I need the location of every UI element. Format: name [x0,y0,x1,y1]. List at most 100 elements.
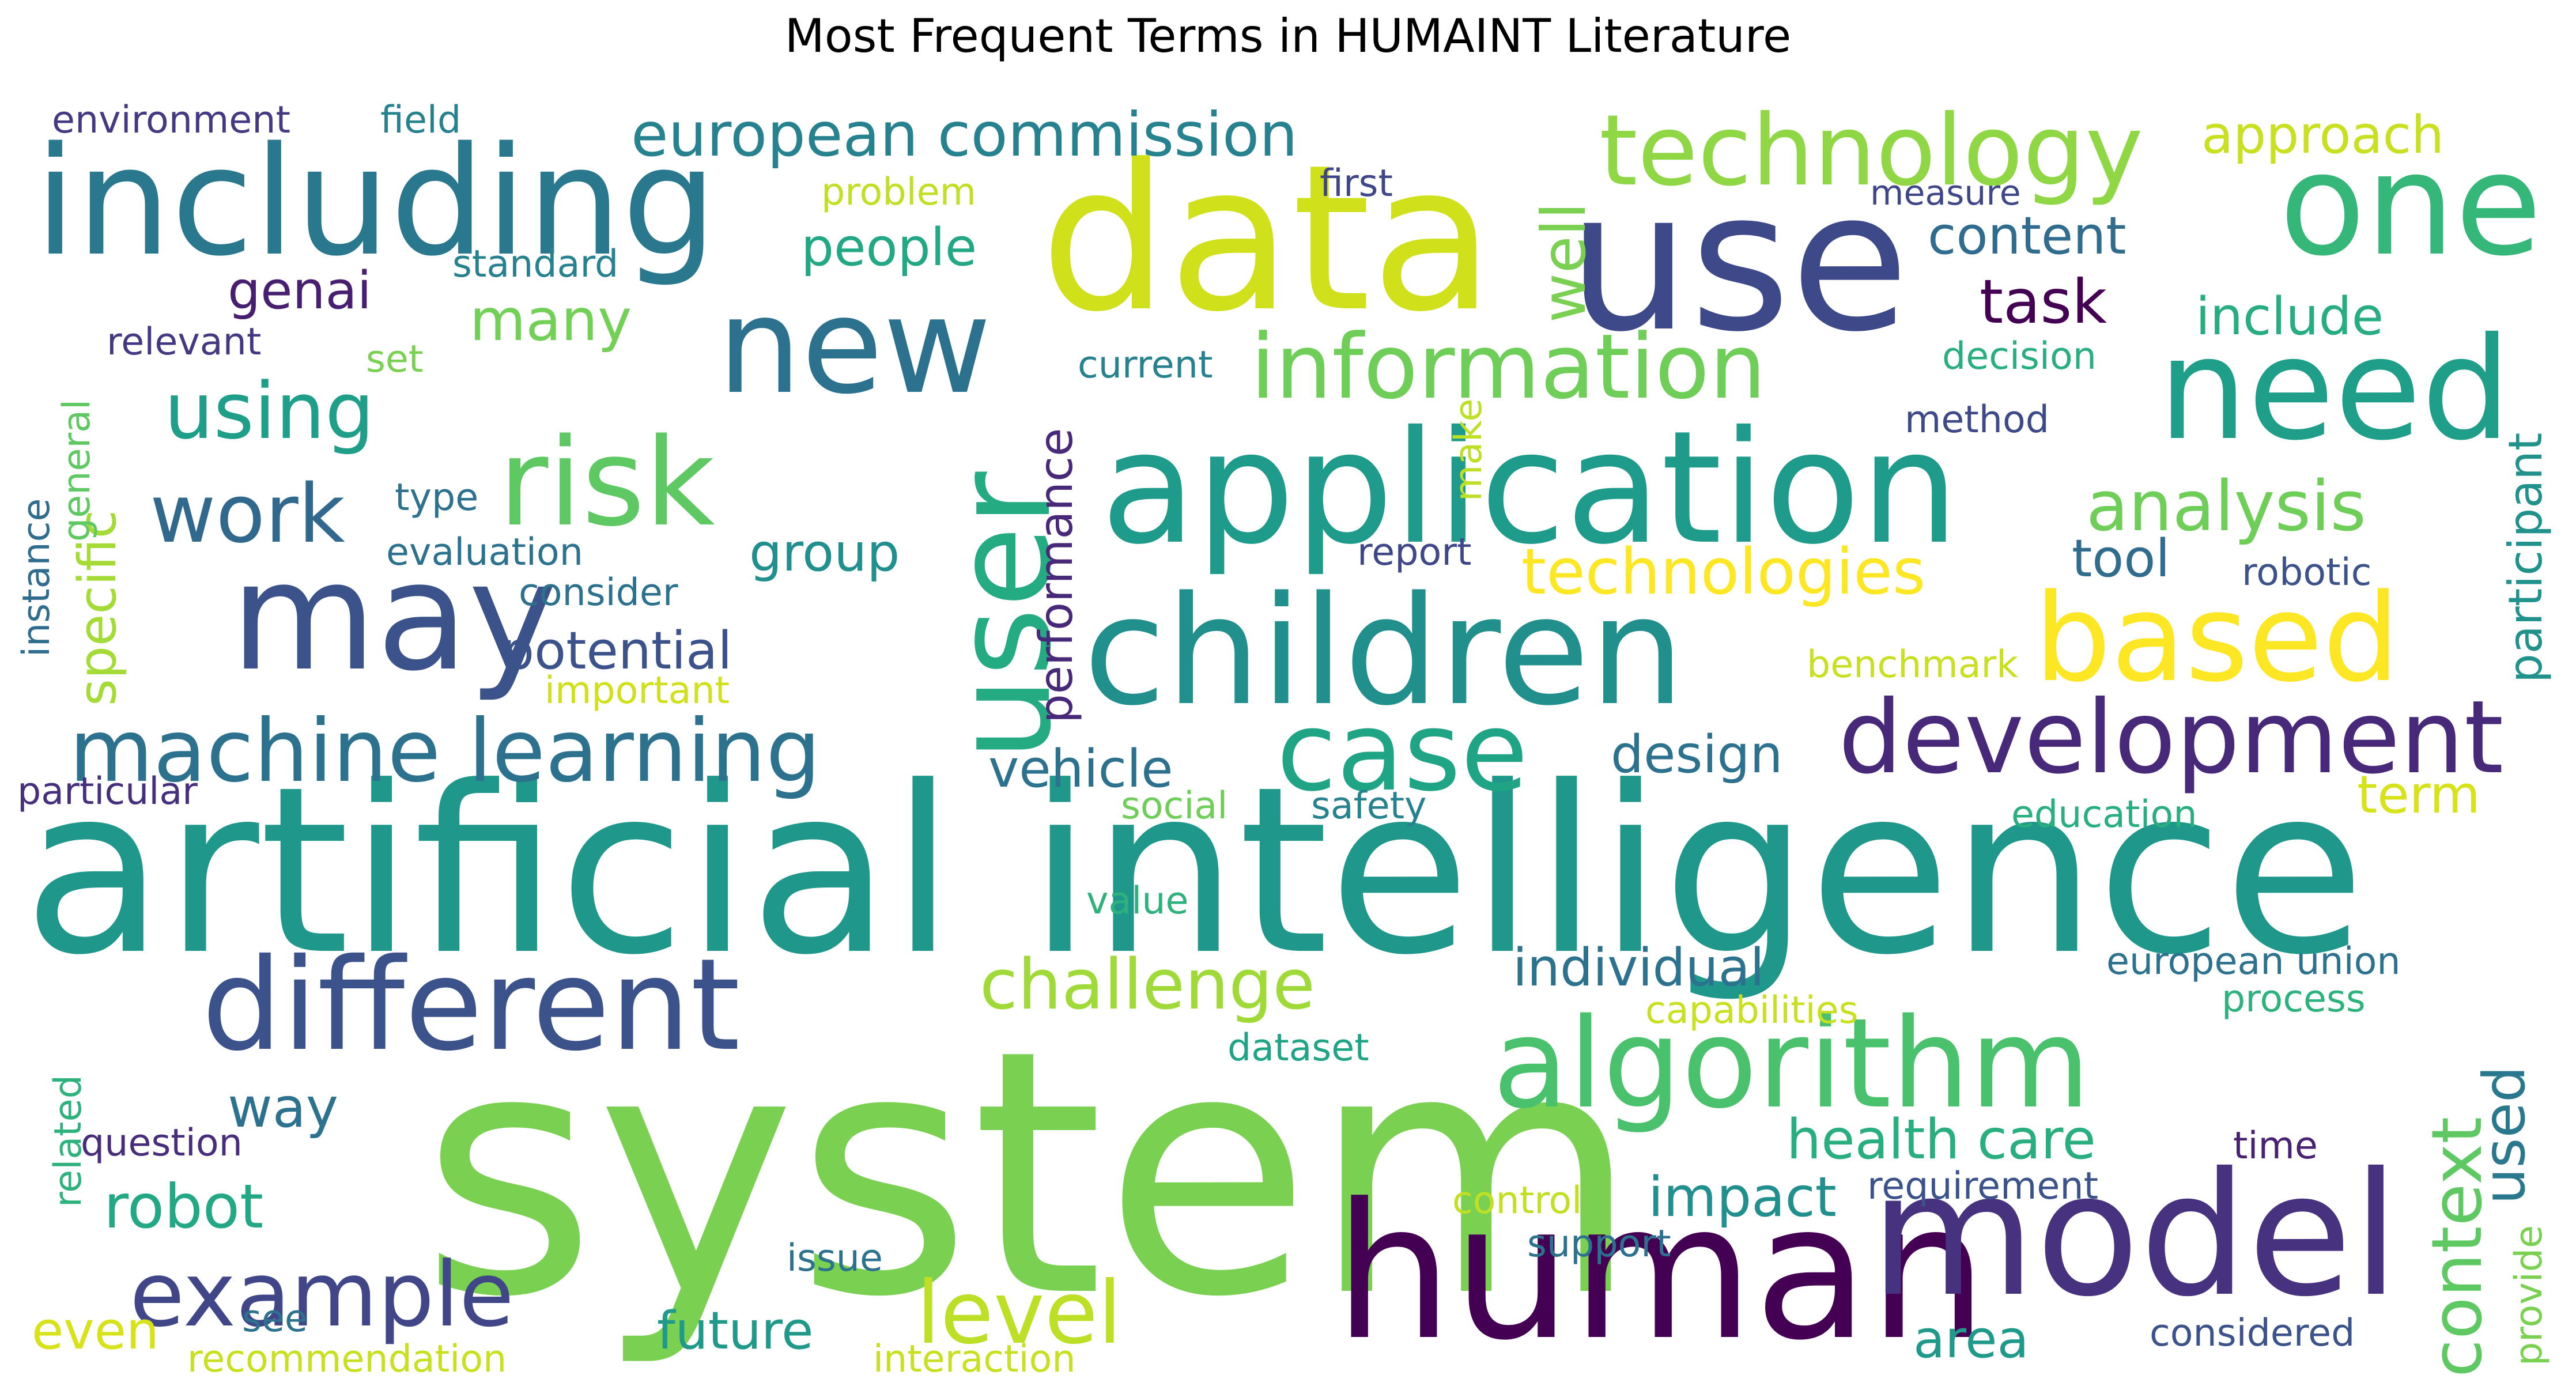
word-system: system [421,978,1640,1370]
word-approach: approach [2201,105,2444,165]
word-recommendation: recommendation [187,1338,507,1381]
word-requirement: requirement [1867,1165,2098,1208]
word-robot: robot [104,1172,263,1242]
word-including: including [35,115,717,289]
word-impact: impact [1648,1166,1837,1229]
word-first: first [1320,162,1393,205]
word-technology: technology [1599,94,2143,208]
word-case: case [1276,688,1528,815]
word-european-commission: european commission [631,100,1298,170]
word-current: current [1078,343,1213,387]
word-social: social [1121,784,1227,828]
word-environment: environment [52,99,290,142]
word-important: important [545,669,730,712]
word-field: field [380,99,461,142]
word-challenge: challenge [980,945,1315,1025]
word-measure: measure [1870,173,2021,213]
word-type: type [395,476,478,519]
word-use: use [1567,150,1909,375]
word-potential: potential [501,621,732,681]
chart-title: Most Frequent Terms in HUMAINT Literatur… [785,9,1791,63]
word-relevant: relevant [107,320,261,364]
word-model: model [1870,1136,2400,1334]
word-issue: issue [787,1237,883,1280]
word-work: work [150,467,345,561]
word-tool: tool [2072,528,2170,589]
word-include: include [2196,286,2384,347]
word-evaluation: evaluation [386,531,583,574]
word-content: content [1928,206,2126,266]
word-information: information [1251,315,1766,419]
word-human: human [1334,1163,1988,1381]
word-even: even [32,1301,159,1361]
word-set: set [366,338,423,381]
word-design: design [1611,724,1783,785]
word-genai: genai [228,260,372,321]
word-control: control [1452,1179,1582,1222]
word-way: way [228,1077,338,1140]
word-area: area [1913,1309,2029,1370]
word-children: children [1083,565,1684,739]
word-well: well [1529,202,1599,323]
word-report: report [1357,531,1472,574]
word-robotic: robotic [2242,551,2371,594]
word-make: make [1447,399,1490,501]
word-performance: performance [1029,428,1083,723]
word-example: example [130,1242,514,1347]
word-health-care: health care [1786,1108,2096,1172]
word-support: support [1527,1222,1671,1266]
word-individual: individual [1513,938,1765,998]
word-development: development [1838,679,2503,796]
word-general: general [55,399,99,542]
word-time: time [2233,1124,2318,1168]
word-application: application [1101,397,1959,579]
word-used: used [2471,1066,2538,1204]
word-benchmark: benchmark [1807,643,2018,686]
word-process: process [2222,977,2366,1021]
word-provide: provide [2507,1225,2551,1366]
word-new: new [717,270,991,424]
word-dataset: dataset [1227,1026,1369,1070]
word-based: based [2034,568,2400,709]
word-education: education [2011,793,2197,836]
word-future: future [657,1301,813,1361]
word-european-union: european union [2106,940,2401,983]
word-term: term [2357,765,2480,825]
word-need: need [2158,307,2511,471]
word-capabilities: capabilities [1645,989,1859,1032]
word-vehicle: vehicle [988,739,1173,799]
word-see: see [242,1297,308,1340]
word-instance: instance [15,498,58,657]
word-people: people [801,217,977,278]
word-analysis: analysis [2086,467,2366,547]
word-safety: safety [1311,784,1427,828]
word-related: related [47,1075,90,1207]
word-data: data [1040,121,1494,356]
word-artificial-intelligence: artificial intelligence [23,738,2365,1006]
word-task: task [1980,267,2107,337]
word-method: method [1905,398,2049,441]
word-many: many [470,286,632,354]
word-one: one [2279,123,2542,287]
word-value: value [1086,879,1189,923]
word-particular: particular [17,770,198,813]
word-interaction: interaction [873,1338,1076,1381]
word-risk: risk [498,412,715,553]
word-different: different [202,931,740,1079]
word-context: context [2418,1117,2498,1377]
word-consider: consider [519,571,678,614]
word-technologies: technologies [1521,535,1925,609]
word-algorithm: algorithm [1493,991,2091,1136]
word-group: group [749,523,900,583]
word-decision: decision [1942,335,2097,378]
word-question: question [81,1121,243,1165]
word-participant: participant [2499,433,2552,683]
word-standard: standard [452,243,618,286]
word-considered: considered [2150,1312,2355,1355]
word-may: may [231,530,557,704]
word-problem: problem [821,171,976,214]
word-level: level [916,1263,1122,1363]
word-specific: specific [67,510,128,706]
